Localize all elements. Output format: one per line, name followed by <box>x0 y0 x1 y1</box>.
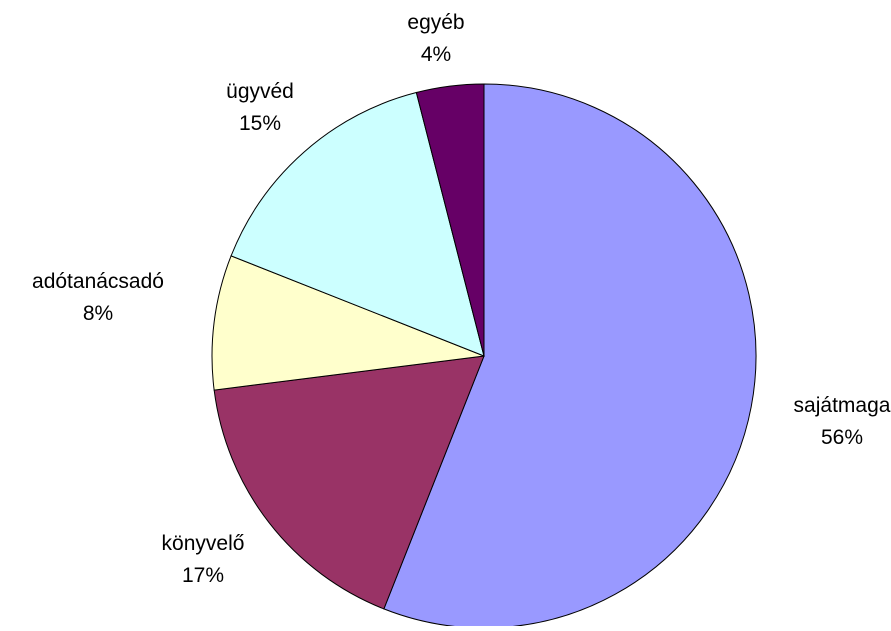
pie-slice-1 <box>213 355 485 610</box>
pie-slice-0 <box>383 83 757 629</box>
slice-value-label-4: 4% <box>421 43 451 66</box>
slice-value-label-0: 56% <box>821 426 863 449</box>
slice-label-4: egyéb <box>407 11 464 34</box>
slice-label-1: könyvelő <box>162 532 245 555</box>
pie-slice-3 <box>230 91 485 357</box>
slice-value-label-3: 15% <box>239 112 281 135</box>
slice-label-2: adótanácsadó <box>32 270 164 293</box>
pie-labels: sajátmaga 56% könyvelő 17% adótanácsadó 8% ügy… <box>32 11 891 587</box>
slice-value-label-2: 8% <box>83 302 113 325</box>
slice-label-3: ügyvéd <box>226 80 294 103</box>
slice-value-label-1: 17% <box>182 564 224 587</box>
pie-slice-2 <box>211 255 485 391</box>
pie-slices <box>211 83 757 629</box>
slice-label-0: sajátmaga <box>794 394 891 417</box>
pie-slice-4 <box>415 83 485 357</box>
